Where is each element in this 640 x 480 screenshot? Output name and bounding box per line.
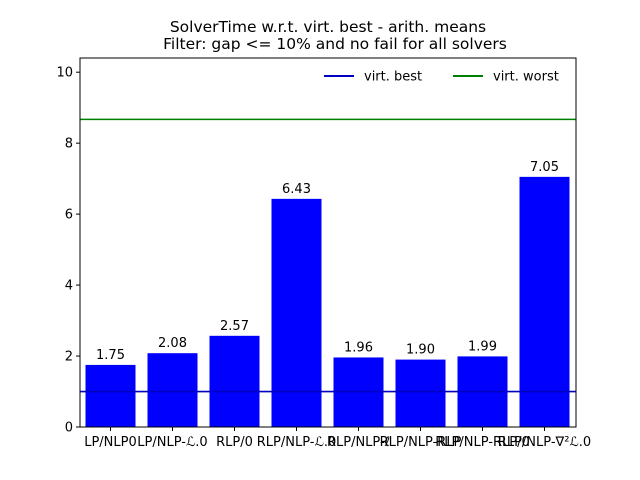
y-tick-label: 4	[65, 279, 73, 294]
x-tick-label: LP/NLP-ℒ.0	[137, 435, 207, 450]
plot-area: 1.75 2.08 2.57 6.43 1.96 1.90 1.99 7.05 0 2 4 6 8 10 L…	[56, 57, 591, 450]
chart-title: SolverTime w.r.t. virt. best - arith. me…	[170, 18, 486, 36]
y-tick-label: 2	[65, 350, 73, 365]
bar-value-label: 2.08	[158, 336, 187, 351]
y-tick-label: 10	[56, 66, 73, 81]
x-tick-label: RLP/NLP-RLP/0	[435, 435, 529, 450]
bar-value-label: 1.75	[96, 348, 125, 363]
legend-label-virt-best: virt. best	[364, 70, 422, 85]
bar	[85, 364, 136, 427]
chart-subtitle: Filter: gap <= 10% and no fail for all s…	[163, 35, 507, 53]
y-tick-label: 8	[65, 137, 73, 152]
y-tick-label: 6	[65, 208, 73, 223]
bar-value-label: 1.96	[344, 340, 373, 355]
bar	[209, 335, 260, 427]
bar	[519, 176, 570, 427]
bar	[395, 359, 446, 427]
bar-value-label: 2.57	[220, 319, 249, 334]
legend-label-virt-worst: virt. worst	[493, 70, 559, 85]
bar-value-label: 1.90	[406, 343, 435, 358]
bar	[147, 353, 198, 427]
bar-value-label: 1.99	[468, 339, 497, 354]
axes-frame	[79, 57, 577, 428]
x-tick-label: RLP/0	[216, 435, 253, 450]
legend: virt. best virt. worst	[324, 70, 559, 85]
bar-value-label: 6.43	[282, 182, 311, 197]
y-tick-label: 0	[65, 421, 73, 436]
x-tick-label: RLP/NLP-ℓ	[327, 435, 390, 450]
x-tick-label: LP/NLP0	[84, 435, 137, 450]
bar-value-label: 7.05	[530, 160, 559, 175]
bar	[271, 198, 322, 427]
x-tick-label: RLP/NLP-RLP	[380, 435, 462, 450]
x-tick-label: RLP/NLP-ℒ.0	[257, 435, 336, 450]
x-tick-label: RLP/NLP-∇²ℒ.0	[498, 435, 591, 450]
